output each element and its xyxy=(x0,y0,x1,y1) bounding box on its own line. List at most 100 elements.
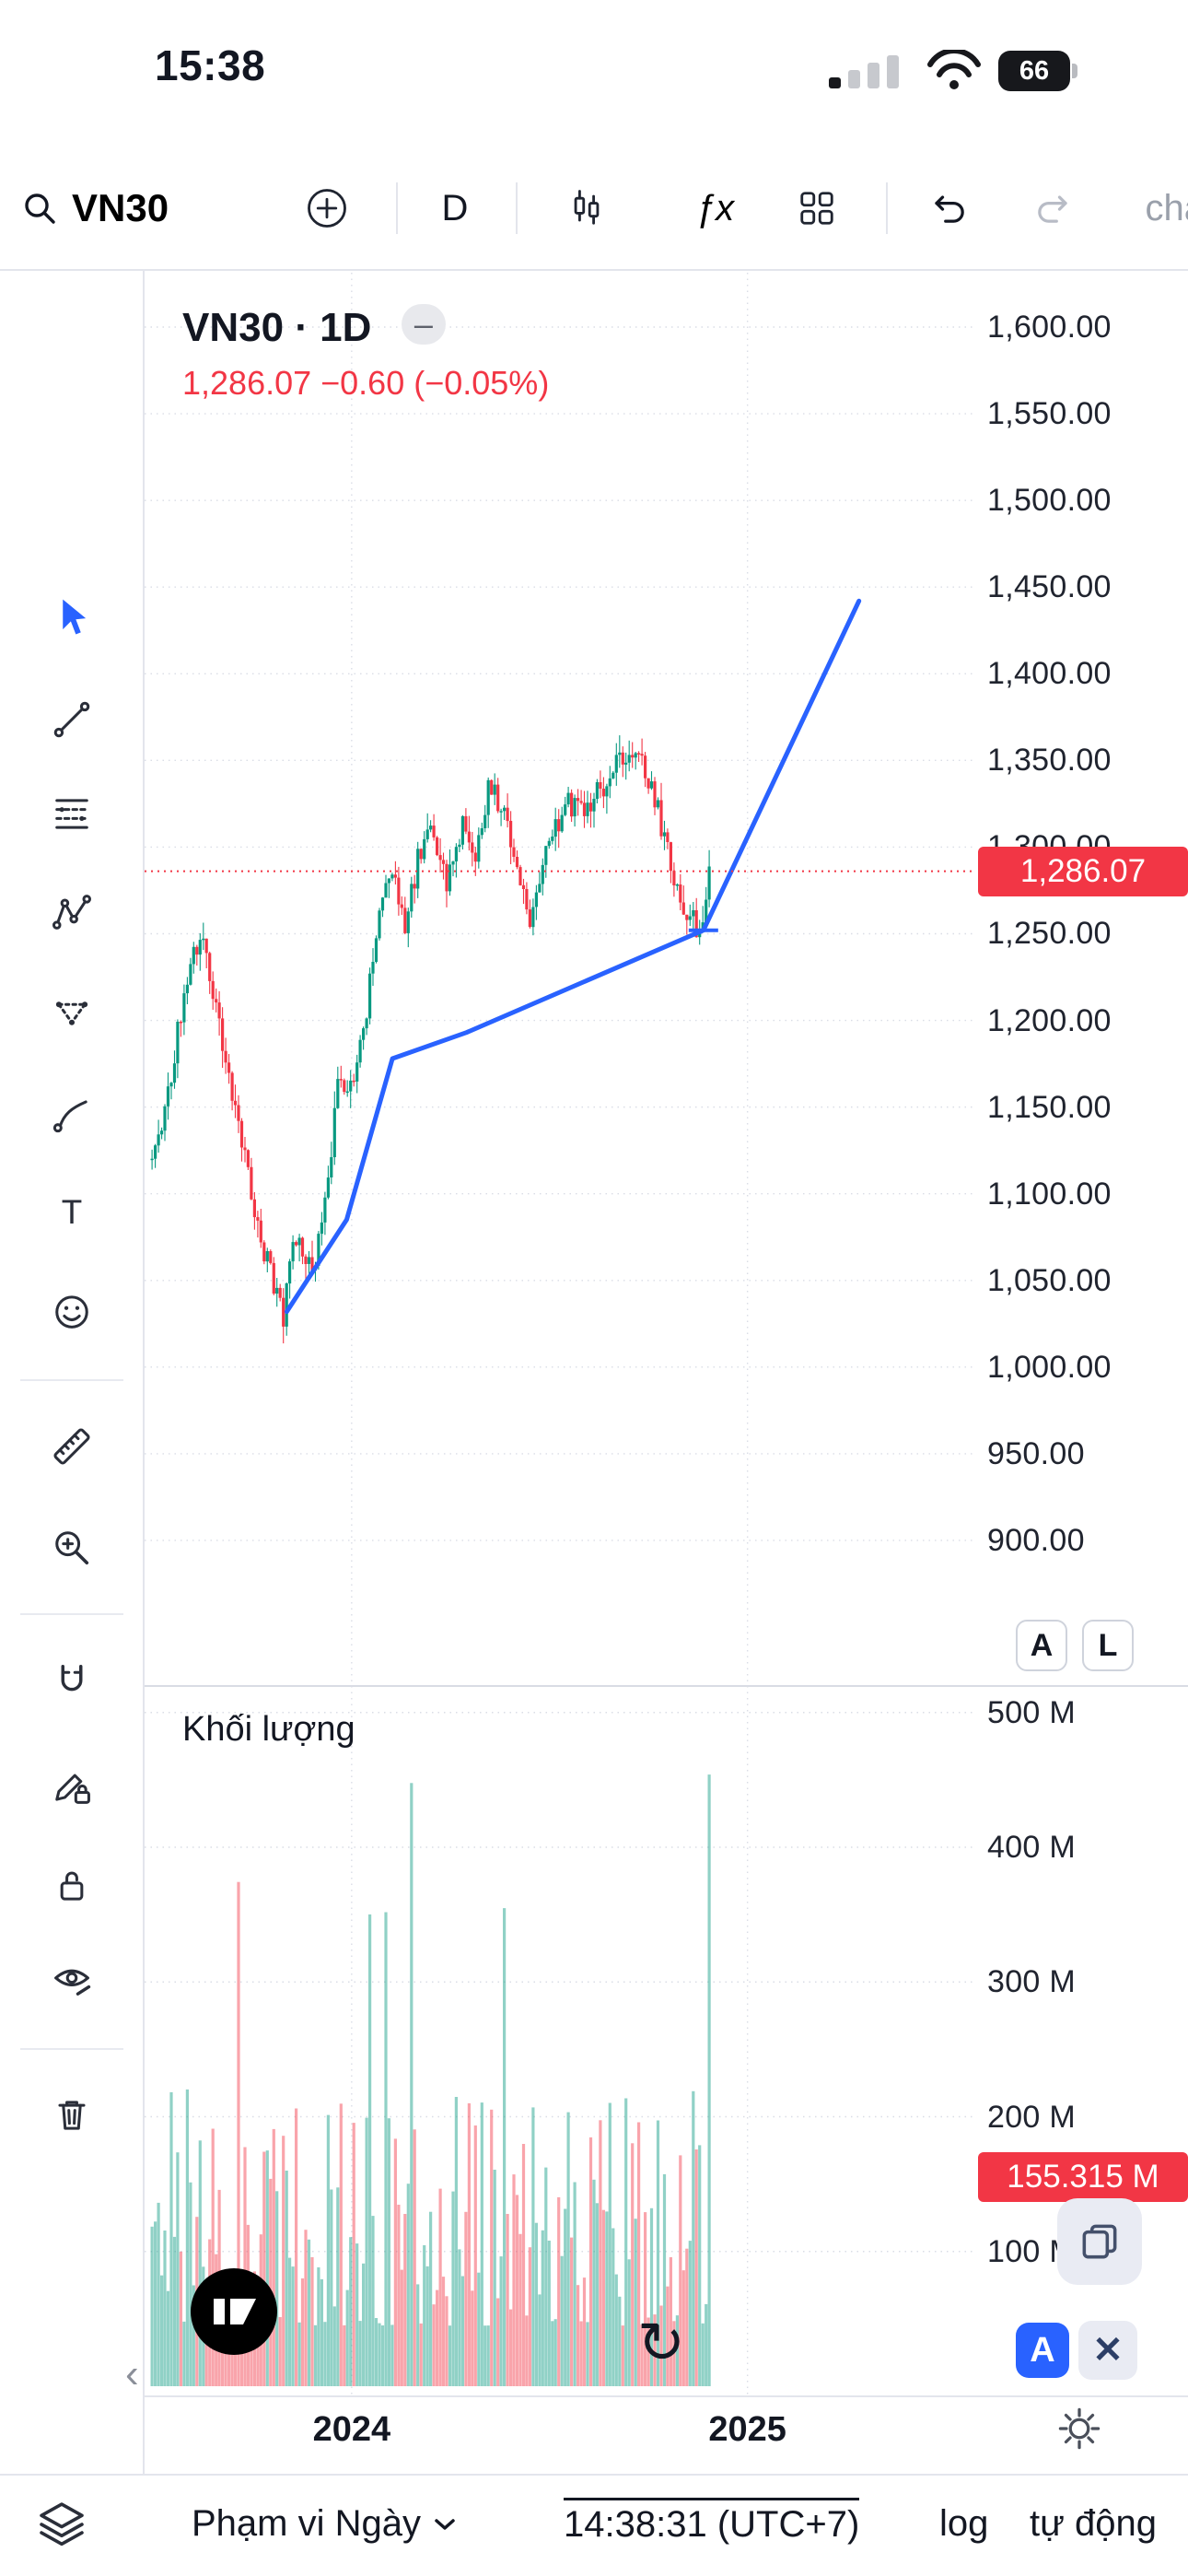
legend-title: VN30 · 1D xyxy=(182,305,372,350)
volume-value-tag: 155.315 M xyxy=(978,2151,1188,2202)
legend-price-summary: 1,286.07 −0.60 (−0.05%) xyxy=(182,364,550,402)
pane-divider[interactable] xyxy=(145,1685,1188,1687)
session-clock: 14:38:31 (UTC+7) xyxy=(564,2498,860,2546)
indicators-button[interactable]: ƒx xyxy=(678,147,751,269)
hide-drawings-tool-button[interactable] xyxy=(0,1945,143,2015)
chevron-left-icon: ‹ xyxy=(125,2351,139,2396)
bottom-bar: Phạm vi Ngày 14:38:31 (UTC+7) log tự độn… xyxy=(0,2474,1188,2576)
price-axis-label: 950.00 xyxy=(987,1435,1085,1471)
brush-icon xyxy=(52,1100,87,1133)
cellular-signal-icon xyxy=(829,55,899,88)
volume-axis-label: 300 M xyxy=(987,1964,1076,2000)
cursor-icon xyxy=(62,599,86,635)
add-symbol-button[interactable] xyxy=(290,147,364,269)
chart-type-button[interactable] xyxy=(550,147,623,269)
last-price-tag: 1,286.07 xyxy=(978,846,1188,896)
duplicate-drawing-button[interactable] xyxy=(1057,2198,1142,2285)
toolbar-divider xyxy=(886,182,888,234)
pencil-lock-icon xyxy=(54,1774,90,1804)
reload-button[interactable]: ↻ xyxy=(623,2303,700,2381)
object-tree-button[interactable] xyxy=(33,2496,90,2553)
chart-legend: VN30 · 1D – 1,286.07 −0.60 (−0.05%) xyxy=(182,304,549,403)
battery-percent: 66 xyxy=(1019,55,1050,86)
search-icon xyxy=(25,193,55,224)
auto-scale-toggle[interactable]: tự động xyxy=(1030,2503,1157,2544)
time-axis-separator xyxy=(145,2395,1188,2397)
redo-button[interactable] xyxy=(1017,147,1090,269)
battery-indicator: 66 xyxy=(998,51,1077,91)
chevron-down-icon xyxy=(435,2518,455,2530)
refresh-icon: ↻ xyxy=(637,2311,685,2375)
candlestick-icon xyxy=(574,190,600,225)
price-axis-label: 1,100.00 xyxy=(987,1176,1112,1212)
emoji-tool-button[interactable] xyxy=(0,1276,143,1346)
time-axis-label: 2025 xyxy=(708,2410,786,2449)
emoji-icon xyxy=(54,1295,88,1329)
price-axis-label: 1,200.00 xyxy=(987,1002,1112,1038)
toolbar-divider xyxy=(516,182,518,234)
lock-tool-button[interactable] xyxy=(0,1850,143,1920)
zoom-in-tool-button[interactable] xyxy=(0,1513,143,1583)
log-scale-toggle[interactable]: log xyxy=(939,2503,989,2544)
collapse-legend-button[interactable]: – xyxy=(401,304,446,345)
brush-tool-button[interactable] xyxy=(0,1079,143,1149)
copy-icon xyxy=(1082,2224,1117,2259)
price-axis-label: 1,400.00 xyxy=(987,656,1112,692)
interval-button[interactable]: D xyxy=(418,147,492,269)
price-axis-label: 1,000.00 xyxy=(987,1349,1112,1385)
volume-axis-label: 200 M xyxy=(987,2099,1076,2135)
projection-tool-button[interactable] xyxy=(0,978,143,1048)
minus-icon: – xyxy=(413,305,433,343)
fib-retracement-tool-button[interactable] xyxy=(0,779,143,849)
log-scale-button[interactable]: L xyxy=(1082,1620,1134,1671)
magnet-tool-button[interactable] xyxy=(0,1646,143,1716)
date-range-label: Phạm vi Ngày xyxy=(192,2503,421,2544)
measure-tool-button[interactable] xyxy=(0,1411,143,1481)
volume-pane-title: Khối lượng xyxy=(182,1710,355,1749)
xabcd-pattern-icon xyxy=(52,895,91,930)
tradingview-logo-icon xyxy=(191,2268,277,2355)
symbol-search-button[interactable]: VN30 xyxy=(20,147,169,269)
price-axis-label: 1,250.00 xyxy=(987,916,1112,952)
symbol-name: VN30 xyxy=(72,186,169,229)
chart-overflow-label: cha xyxy=(1145,187,1188,228)
wifi-icon xyxy=(927,50,981,89)
sidebar-collapse-handle[interactable]: ‹ xyxy=(125,2351,139,2397)
close-drawing-button[interactable]: ✕ xyxy=(1078,2321,1137,2380)
drawing-anchor-button[interactable]: A xyxy=(1016,2323,1069,2378)
status-time: 15:38 xyxy=(155,41,266,89)
projection-icon xyxy=(55,1001,87,1025)
grid-layout-icon xyxy=(800,192,833,225)
drawing-lock-tool-button[interactable] xyxy=(0,1751,143,1821)
gear-icon xyxy=(1058,2407,1101,2450)
zoom-in-icon xyxy=(54,1531,88,1565)
tradingview-logo[interactable] xyxy=(190,2267,278,2356)
drawing-toolbar: T xyxy=(0,271,145,2474)
undo-icon xyxy=(935,195,964,223)
layers-icon xyxy=(40,2502,84,2547)
trash-icon xyxy=(57,2101,86,2130)
lock-icon xyxy=(60,1871,83,1901)
chart-settings-button[interactable] xyxy=(1055,2405,1103,2453)
date-range-selector[interactable]: Phạm vi Ngày xyxy=(192,2503,456,2545)
sidebar-divider xyxy=(20,2048,123,2050)
undo-button[interactable] xyxy=(912,147,985,269)
layout-button[interactable] xyxy=(780,147,854,269)
toolbar-divider xyxy=(396,182,398,234)
status-icons: 66 xyxy=(825,50,1077,92)
trend-line-tool-button[interactable] xyxy=(0,685,143,755)
remove-objects-tool-button[interactable] xyxy=(0,2080,143,2150)
time-axis-label: 2024 xyxy=(312,2410,391,2449)
anchor-label: A xyxy=(1030,2330,1055,2370)
auto-scale-button[interactable]: A xyxy=(1016,1620,1067,1671)
xabcd-pattern-tool-button[interactable] xyxy=(0,877,143,947)
cursor-tool-button[interactable] xyxy=(0,581,143,651)
price-axis-label: 1,350.00 xyxy=(987,743,1112,779)
price-axis-label: 1,450.00 xyxy=(987,569,1112,605)
text-tool-button[interactable]: T xyxy=(0,1177,143,1247)
price-axis-label: 1,150.00 xyxy=(987,1089,1112,1125)
volume-axis-label: 500 M xyxy=(987,1694,1076,1730)
price-axis-label: 1,600.00 xyxy=(987,310,1112,345)
redo-icon xyxy=(1038,195,1067,223)
